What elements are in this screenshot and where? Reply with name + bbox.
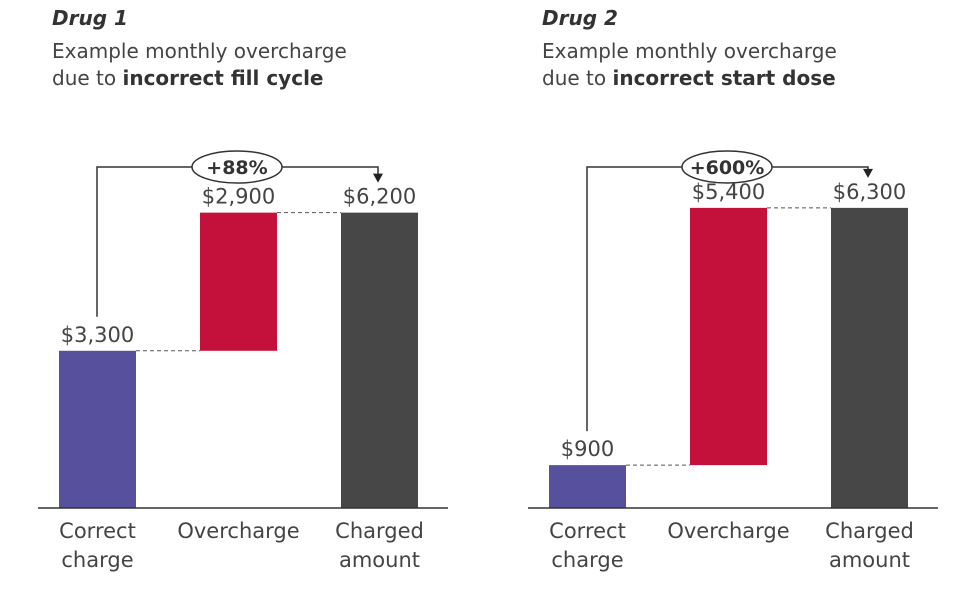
chart-subtitle: Example monthly overcharge due to incorr…	[542, 38, 837, 92]
arrow-head	[373, 173, 383, 183]
waterfall-chart: $900 $5,400 $6,300 Correct charge Overcharge C…	[528, 150, 938, 572]
subtitle-line-2-prefix: due to	[52, 66, 123, 90]
chart-panel-drug-2: Drug 2 Example monthly overcharge due to…	[490, 0, 980, 591]
data-label: $6,200	[343, 185, 416, 209]
bracket-line	[282, 166, 379, 175]
subtitle-emphasis: incorrect start dose	[612, 66, 836, 90]
subtitle-line-1: Example monthly overcharge	[52, 39, 347, 63]
subtitle-emphasis: incorrect fill cycle	[122, 66, 324, 90]
chart-title: Drug 2	[542, 6, 618, 30]
subtitle-line-1: Example monthly overcharge	[542, 39, 837, 63]
chart-subtitle: Example monthly overcharge due to incorr…	[52, 38, 347, 92]
category-label: Correct charge	[549, 519, 626, 572]
change-annotation: +88%	[206, 157, 267, 179]
change-annotation: +600%	[690, 157, 765, 179]
category-label: Overcharge	[667, 519, 789, 543]
bar	[59, 350, 136, 508]
data-label: $6,300	[833, 180, 906, 204]
subtitle-line-2-prefix: due to	[542, 66, 613, 90]
category-label: Charged amount	[335, 519, 424, 572]
category-label: Correct charge	[59, 519, 136, 572]
change-oval	[681, 150, 773, 184]
chart-title: Drug 1	[52, 6, 128, 30]
data-label: $900	[561, 437, 614, 461]
chart-panel-drug-1: Drug 1 Example monthly overcharge due to…	[38, 6, 448, 572]
bracket-line	[586, 166, 682, 432]
bar	[831, 207, 908, 508]
category-label: Overcharge	[177, 519, 299, 543]
bar	[341, 212, 418, 508]
bar	[549, 465, 626, 508]
bracket-line	[772, 166, 869, 170]
category-label: Charged amount	[825, 519, 914, 572]
bar	[200, 212, 277, 351]
arrow-head	[863, 168, 873, 178]
bracket-line	[96, 166, 192, 317]
change-oval	[191, 150, 283, 184]
data-label: $5,400	[692, 180, 765, 204]
waterfall-chart: $3,300 $2,900 $6,200 Correct charge Overcharg…	[38, 150, 448, 572]
bar	[690, 207, 767, 466]
data-label: $2,900	[202, 185, 275, 209]
data-label: $3,300	[61, 323, 134, 347]
